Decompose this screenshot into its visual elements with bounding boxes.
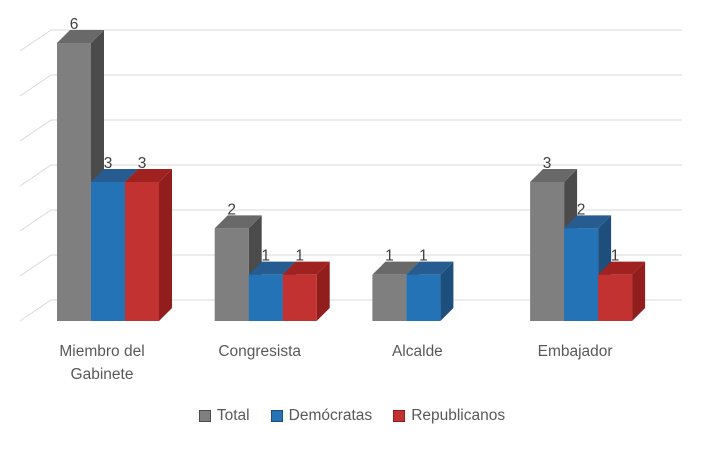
bar-side-democratas-alcalde	[440, 261, 454, 321]
data-label: 1	[295, 248, 304, 265]
bar-total-congresista	[214, 228, 249, 321]
bar-top-democratas-embajador	[564, 215, 612, 229]
bar-side-republicanos-embajador	[632, 261, 646, 321]
gridline-depth-tick	[19, 119, 52, 142]
data-label: 3	[543, 155, 552, 172]
bar-democratas-congresista	[248, 274, 283, 321]
gridline-depth-tick	[19, 209, 52, 232]
legend-label: Demócratas	[288, 407, 373, 424]
bar-top-democratas-congresista	[248, 261, 296, 275]
bar-democratas-embajador	[564, 228, 599, 321]
bar-top-republicanos-embajador	[598, 261, 646, 275]
bar-top-total-alcalde	[372, 261, 420, 275]
bar-side-republicanos-congresista	[316, 261, 330, 321]
data-label: 1	[419, 248, 428, 265]
legend-item-democratas: Demócratas	[270, 407, 373, 424]
data-label: 1	[611, 248, 620, 265]
bar-democratas-miembro-del-gabinete	[91, 182, 125, 321]
data-label: 3	[104, 155, 113, 172]
data-label: 1	[261, 248, 270, 265]
bar-total-miembro-del-gabinete	[57, 43, 91, 322]
bar-top-republicanos-miembro-del-gabinete	[125, 169, 172, 183]
bar-total-alcalde	[372, 274, 407, 321]
bar-total-embajador	[530, 182, 565, 321]
data-label: 2	[577, 201, 586, 218]
bar-side-republicanos-miembro-del-gabinete	[159, 169, 172, 321]
legend-swatch-icon	[198, 409, 211, 422]
gridline-depth-tick	[19, 164, 52, 187]
bar-top-total-miembro-del-gabinete	[57, 30, 104, 44]
category-label: Congresista	[218, 343, 301, 360]
bar-top-democratas-miembro-del-gabinete	[91, 169, 138, 183]
bar-top-total-embajador	[530, 169, 578, 183]
data-label: 1	[385, 248, 394, 265]
bar-top-total-congresista	[214, 215, 262, 229]
legend-item-total: Total	[198, 407, 250, 424]
data-label: 2	[227, 201, 236, 218]
gridline-depth-tick	[19, 254, 52, 277]
bar-republicanos-miembro-del-gabinete	[125, 182, 159, 321]
data-label: 3	[138, 155, 147, 172]
category-label: Gabinete	[71, 366, 134, 383]
legend-swatch-icon	[393, 409, 406, 422]
data-label: 6	[70, 16, 79, 33]
bar-top-democratas-alcalde	[406, 261, 454, 275]
legend-label: Total	[216, 407, 250, 424]
legend-swatch-icon	[270, 409, 283, 422]
legend-label: Republicanos	[411, 407, 506, 424]
legend-item-republicanos: Republicanos	[393, 408, 505, 424]
bar-republicanos-congresista	[282, 274, 317, 321]
category-label: Embajador	[538, 343, 613, 360]
bar-top-republicanos-congresista	[282, 261, 330, 275]
bar-democratas-alcalde	[406, 274, 441, 321]
category-label: Alcalde	[392, 343, 443, 360]
legend: Total Demócratas Republicanos	[0, 408, 704, 424]
gridline-depth-tick	[19, 29, 52, 52]
gridline-depth-tick	[19, 74, 52, 97]
gridline-depth-tick	[19, 299, 52, 322]
bar-republicanos-embajador	[598, 274, 633, 321]
category-label: Miembro del	[59, 343, 144, 360]
